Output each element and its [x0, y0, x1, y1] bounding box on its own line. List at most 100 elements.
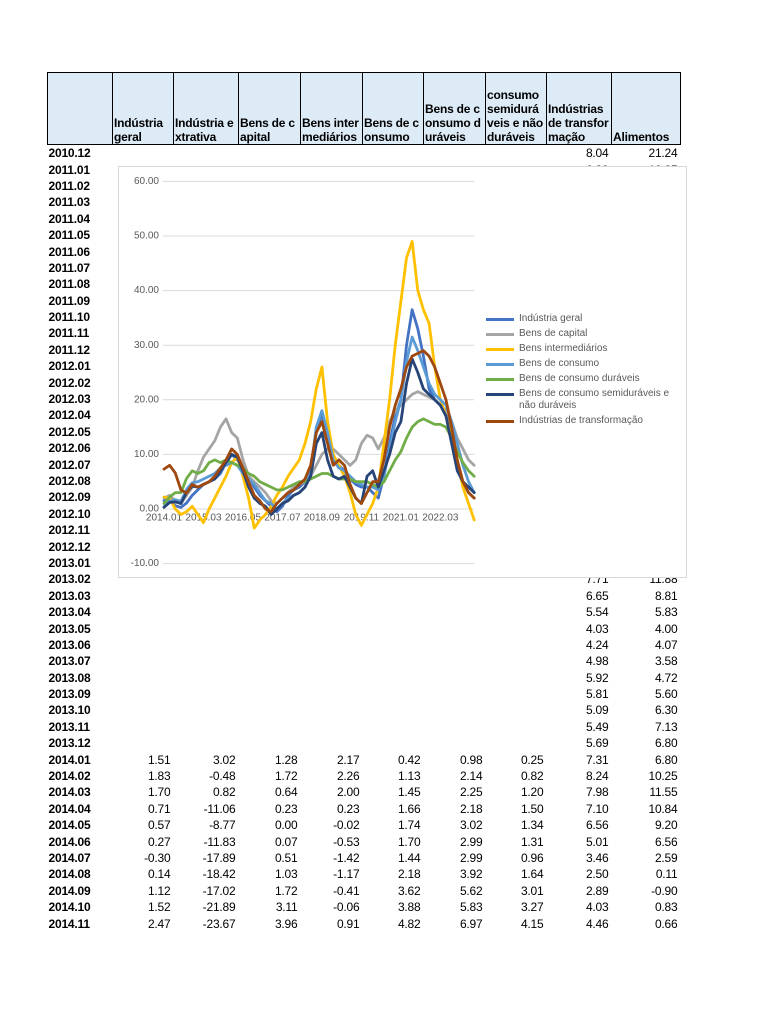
cell: 9.20	[654, 818, 678, 833]
legend-swatch	[486, 420, 514, 423]
cell	[363, 637, 424, 653]
table-row: 2013.01	[48, 555, 681, 571]
row-label: 2013.05	[48, 621, 91, 636]
cell: 1.28	[274, 752, 298, 767]
table-row: 2012.04	[48, 407, 681, 423]
cell	[424, 686, 486, 702]
series-line	[162, 240, 476, 530]
cell	[486, 604, 547, 620]
cell	[301, 653, 363, 669]
cell: 6.56	[585, 818, 609, 833]
cell: 1.03	[274, 867, 298, 882]
header-text: consumo semiduráveis e não duráveis	[487, 88, 544, 144]
row-label: 2011.03	[48, 195, 91, 210]
cell: 1.50	[520, 801, 544, 816]
legend: Indústria geral Bens de capital Bens inter…	[486, 313, 681, 430]
table-row: 2011.10	[48, 309, 681, 325]
cell: 5.54	[585, 605, 609, 620]
cell: 0.91	[336, 916, 360, 931]
row-label: 2013.02	[48, 572, 91, 587]
row-label: 2012.01	[48, 359, 91, 374]
cell	[486, 735, 547, 751]
cell	[239, 588, 301, 604]
cell	[301, 145, 363, 162]
cell: 4.07	[654, 637, 678, 652]
cell: 0.42	[397, 752, 421, 767]
header-cell: Bens de consumo duráveis	[423, 72, 486, 145]
cell	[363, 620, 424, 636]
cell	[424, 620, 486, 636]
cell	[239, 686, 301, 702]
cell	[301, 604, 363, 620]
cell	[486, 588, 547, 604]
cell: 0.71	[147, 801, 171, 816]
cell: 10.25	[648, 769, 678, 784]
cell: 6.80	[654, 752, 678, 767]
row-label: 2012.04	[48, 408, 91, 423]
cell: -0.48	[209, 769, 236, 784]
cell	[301, 670, 363, 686]
header-row: Indústria geral Indústria extrativa Bens d…	[47, 72, 681, 145]
x-tick-label: 2019.11	[344, 513, 380, 524]
header-text: Bens intermediários	[302, 116, 359, 144]
cell	[239, 702, 301, 718]
cell: 0.83	[654, 900, 678, 915]
x-tick-label: 2022.03	[422, 513, 459, 524]
y-tick-label: 20.00	[134, 394, 159, 405]
cell	[174, 604, 239, 620]
table-row: 2011.05	[48, 227, 681, 243]
table-row: 2012.03	[48, 391, 681, 407]
row-label: 2011.05	[48, 228, 91, 243]
cell	[239, 620, 301, 636]
x-tick-label: 2014.01	[146, 513, 183, 524]
cell: 2.25	[459, 785, 483, 800]
cell	[424, 719, 486, 735]
row-label: 2014.09	[48, 883, 91, 898]
cell	[301, 735, 363, 751]
legend-item: Bens de capital	[486, 328, 681, 340]
cell	[174, 702, 239, 718]
row-label: 2013.10	[48, 703, 91, 718]
x-tick-label: 2017.07	[264, 513, 301, 524]
table-row: 2011.03	[48, 194, 681, 210]
cell: 4.15	[520, 916, 544, 931]
cell: 3.02	[212, 752, 236, 767]
cell: 2.18	[397, 867, 421, 882]
row-label: 2014.02	[48, 769, 91, 784]
cell: 7.31	[585, 752, 609, 767]
table-row: 2012.12	[48, 538, 681, 554]
table-row: 2013.10 5.09 6.30	[48, 702, 681, 718]
cell: 3.01	[520, 883, 544, 898]
legend-item: Indústrias de transformação	[486, 415, 681, 427]
legend-label: Bens de capital	[519, 328, 588, 339]
cell: 0.96	[520, 850, 544, 865]
cell: 0.25	[520, 752, 544, 767]
cell	[424, 604, 486, 620]
cell	[486, 670, 547, 686]
cell	[239, 719, 301, 735]
legend-item: Bens intermediários	[486, 343, 681, 355]
table-row: 2014.05 0.57 -8.77 0.00 -0.02 1.74 3.02 1.34 6.5…	[48, 817, 681, 833]
cell: 1.51	[147, 752, 171, 767]
y-tick-label: 50.00	[134, 231, 159, 242]
cell: 4.82	[397, 916, 421, 931]
table-row: 2010.12 8.04 21.24	[48, 145, 681, 162]
cell	[363, 588, 424, 604]
y-tick-label: 30.00	[134, 340, 159, 351]
cell	[363, 653, 424, 669]
x-tick-label: 2016.05	[225, 513, 262, 524]
cell	[363, 686, 424, 702]
cell: 6.56	[654, 834, 678, 849]
table-body: 2010.128.0421.242011.016.8810.852011.022…	[48, 145, 681, 932]
header-text: Indústria extrativa	[175, 116, 234, 144]
cell: 3.92	[459, 867, 483, 882]
header-cell: Indústria extrativa	[173, 72, 239, 145]
row-label: 2014.06	[48, 834, 91, 849]
row-label: 2012.07	[48, 457, 91, 472]
cell: 1.66	[397, 801, 421, 816]
series-line	[162, 349, 476, 514]
series-line	[162, 417, 476, 505]
cell: 0.23	[274, 801, 298, 816]
legend-swatch	[486, 333, 514, 336]
